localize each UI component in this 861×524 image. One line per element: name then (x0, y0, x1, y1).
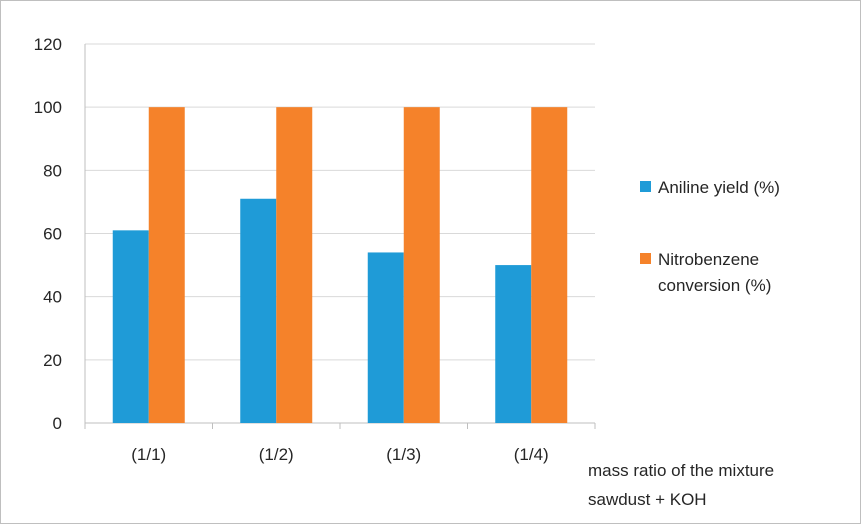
bar-nitrobenzene-conversion-4 (531, 107, 568, 424)
x-axis-label-line-1: mass ratio of the mixture (588, 461, 774, 480)
y-tick-label: 20 (43, 351, 62, 370)
bars (112, 107, 568, 424)
y-tick-label: 0 (53, 414, 62, 433)
x-tick-label: (1/4) (514, 445, 549, 464)
legend-swatch-aniline-yield (640, 181, 651, 192)
x-tick-label: (1/2) (259, 445, 294, 464)
y-tick-label: 40 (43, 288, 62, 307)
y-axis-ticks: 0 20 40 60 80 100 120 (34, 35, 62, 433)
legend-label-nitrobenzene-conversion: Nitrobenzene conversion (%) (658, 250, 771, 295)
bar-nitrobenzene-conversion-1 (148, 107, 185, 424)
y-tick-label: 80 (43, 161, 62, 180)
legend-label-aniline-yield: Aniline yield (%) (658, 178, 780, 197)
bar-aniline-yield-3 (367, 252, 404, 423)
x-axis-ticks: (1/1) (1/2) (1/3) (1/4) (131, 445, 548, 464)
legend-swatch-nitrobenzene-conversion (640, 253, 651, 264)
bar-aniline-yield-2 (240, 198, 277, 423)
x-axis-label: mass ratio of the mixture sawdust + KOH (588, 461, 779, 509)
y-tick-label: 120 (34, 35, 62, 54)
x-tick-label: (1/3) (386, 445, 421, 464)
bar-aniline-yield-4 (495, 265, 532, 423)
y-tick-label: 100 (34, 98, 62, 117)
legend-label-nitrobenzene-conversion-line-2: conversion (%) (658, 276, 771, 295)
bar-nitrobenzene-conversion-3 (403, 107, 440, 424)
legend: Aniline yield (%) Nitrobenzene conversio… (640, 178, 780, 295)
bar-aniline-yield-1 (112, 230, 149, 423)
x-axis-label-line-2: sawdust + KOH (588, 490, 707, 509)
legend-label-nitrobenzene-conversion-line-1: Nitrobenzene (658, 250, 759, 269)
y-tick-label: 60 (43, 225, 62, 244)
bar-nitrobenzene-conversion-2 (276, 107, 313, 424)
x-tick-label: (1/1) (131, 445, 166, 464)
